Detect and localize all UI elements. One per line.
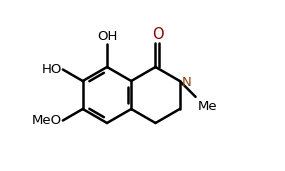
Text: MeO: MeO [32, 114, 62, 127]
Text: Me: Me [198, 100, 217, 113]
Text: O: O [152, 27, 164, 42]
Text: OH: OH [97, 30, 117, 43]
Text: HO: HO [42, 63, 62, 76]
Text: N: N [182, 76, 192, 89]
